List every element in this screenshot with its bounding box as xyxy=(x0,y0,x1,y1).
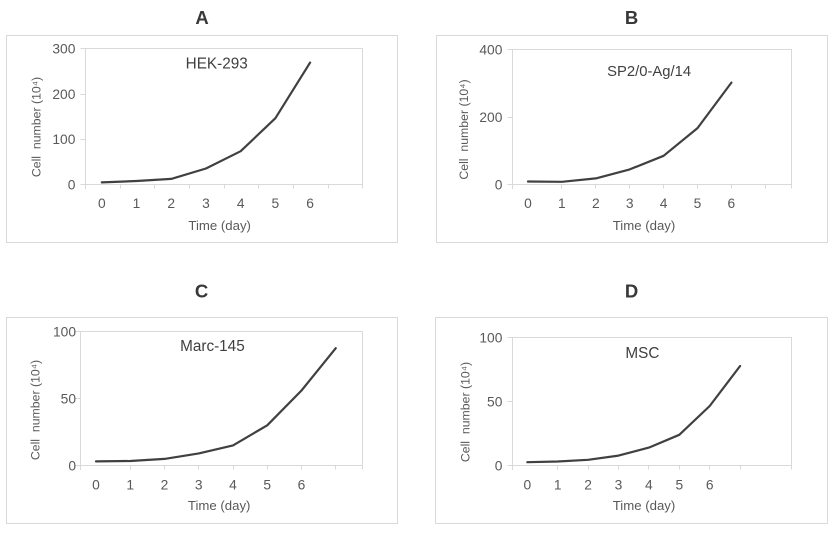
svg-text:1: 1 xyxy=(126,477,134,492)
svg-text:4: 4 xyxy=(660,196,668,211)
svg-text:2: 2 xyxy=(592,196,600,211)
svg-text:5: 5 xyxy=(272,196,280,211)
svg-text:C: C xyxy=(195,281,208,302)
svg-text:Time (day): Time (day) xyxy=(613,498,676,513)
svg-text:0: 0 xyxy=(68,178,76,193)
svg-text:Time (day): Time (day) xyxy=(613,218,676,233)
svg-text:100: 100 xyxy=(53,325,76,340)
svg-text:400: 400 xyxy=(479,42,502,57)
svg-text:Cell number (10⁴): Cell number (10⁴) xyxy=(28,360,42,460)
svg-text:5: 5 xyxy=(675,477,683,492)
svg-text:100: 100 xyxy=(479,331,502,346)
svg-text:Cell number (10⁴): Cell number (10⁴) xyxy=(457,79,471,179)
svg-text:2: 2 xyxy=(167,196,175,211)
svg-text:3: 3 xyxy=(202,196,210,211)
svg-text:6: 6 xyxy=(298,477,306,492)
svg-text:4: 4 xyxy=(229,477,237,492)
svg-text:MSC: MSC xyxy=(625,345,659,362)
svg-text:2: 2 xyxy=(161,477,169,492)
svg-text:5: 5 xyxy=(263,477,271,492)
svg-text:2: 2 xyxy=(584,477,592,492)
svg-text:0: 0 xyxy=(524,196,532,211)
svg-text:B: B xyxy=(625,7,638,28)
svg-text:6: 6 xyxy=(306,196,314,211)
svg-text:50: 50 xyxy=(487,395,503,410)
svg-text:0: 0 xyxy=(68,458,76,473)
svg-text:Cell number (10⁴): Cell number (10⁴) xyxy=(459,362,473,462)
svg-text:200: 200 xyxy=(52,87,75,102)
svg-text:3: 3 xyxy=(195,477,203,492)
svg-text:Cell number (10⁴): Cell number (10⁴) xyxy=(30,77,44,177)
svg-text:6: 6 xyxy=(728,196,736,211)
svg-text:4: 4 xyxy=(237,196,245,211)
svg-text:0: 0 xyxy=(523,477,531,492)
svg-text:3: 3 xyxy=(626,196,634,211)
svg-text:6: 6 xyxy=(706,477,714,492)
svg-text:D: D xyxy=(625,281,638,302)
svg-text:1: 1 xyxy=(558,196,566,211)
svg-text:100: 100 xyxy=(52,132,75,147)
svg-text:50: 50 xyxy=(61,391,77,406)
svg-text:1: 1 xyxy=(554,477,562,492)
svg-text:0: 0 xyxy=(495,178,503,193)
svg-text:4: 4 xyxy=(645,477,653,492)
svg-text:0: 0 xyxy=(495,458,503,473)
svg-text:HEK-293: HEK-293 xyxy=(186,56,248,73)
svg-text:A: A xyxy=(195,7,208,28)
svg-text:Marc-145: Marc-145 xyxy=(180,338,245,355)
svg-text:200: 200 xyxy=(479,110,502,125)
svg-text:300: 300 xyxy=(52,42,75,57)
svg-text:5: 5 xyxy=(694,196,702,211)
svg-text:Time (day): Time (day) xyxy=(188,218,251,233)
svg-text:Time (day): Time (day) xyxy=(188,498,251,513)
svg-text:SP2/0-Ag/14: SP2/0-Ag/14 xyxy=(607,64,691,80)
svg-text:3: 3 xyxy=(615,477,623,492)
svg-text:0: 0 xyxy=(98,196,106,211)
svg-text:1: 1 xyxy=(133,196,141,211)
svg-text:0: 0 xyxy=(92,477,100,492)
